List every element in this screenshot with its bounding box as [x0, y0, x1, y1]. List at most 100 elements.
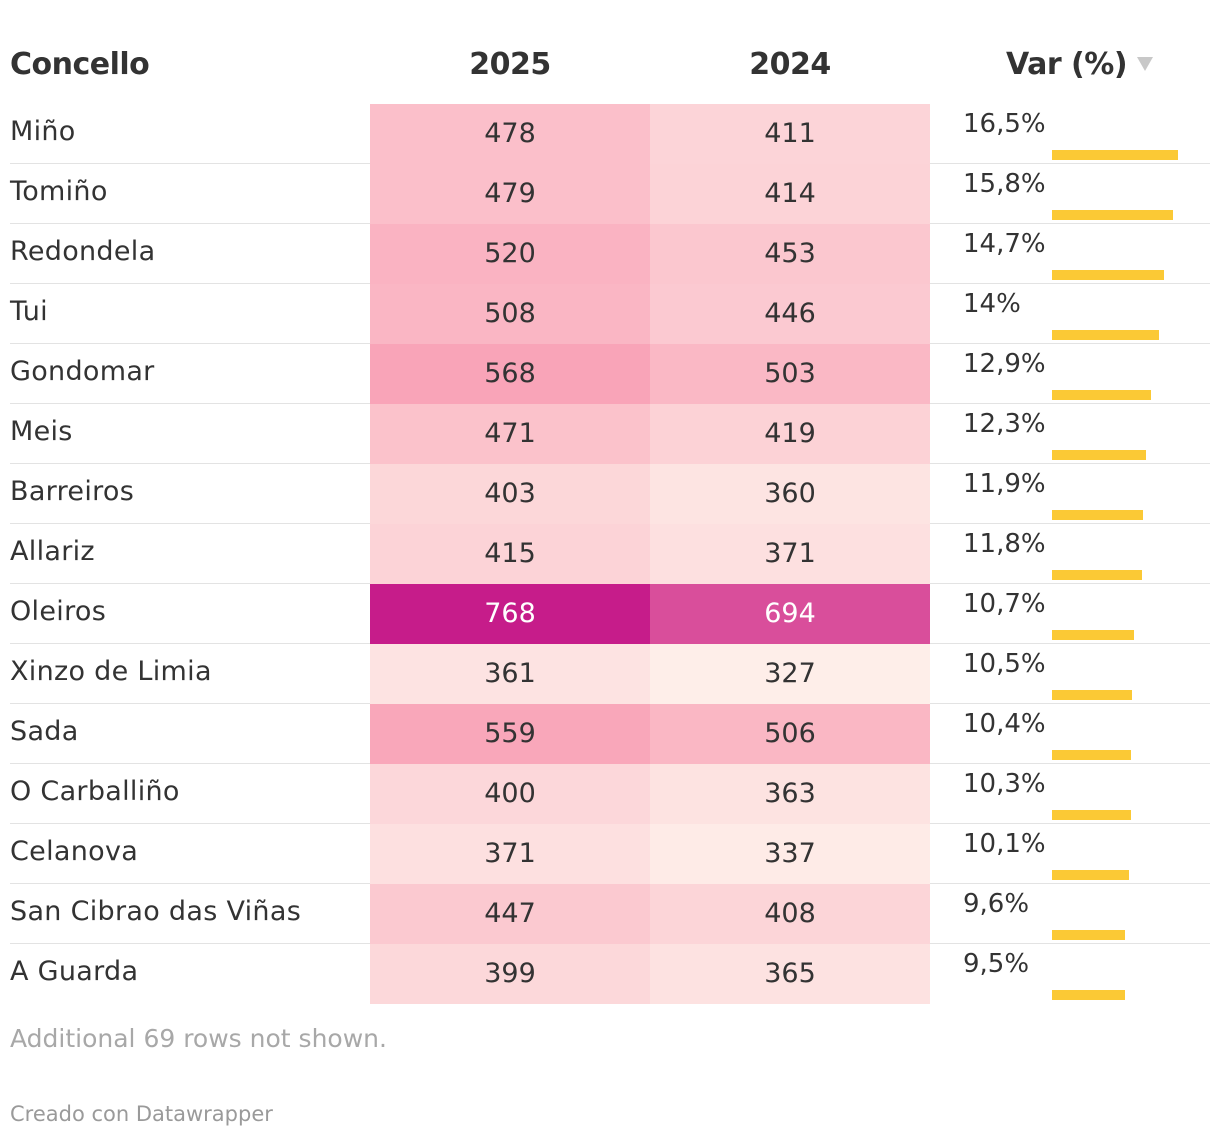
column-header-var[interactable]: Var (%): [1006, 47, 1154, 82]
table-row: Celanova 371 337 10,1%: [10, 824, 1210, 884]
var-label: 16,5%: [963, 109, 1046, 139]
row-name: O Carballiño: [10, 776, 180, 807]
var-label: 15,8%: [963, 169, 1046, 199]
table-row: Barreiros 403 360 11,9%: [10, 464, 1210, 524]
var-label: 12,3%: [963, 409, 1046, 439]
row-name: Gondomar: [10, 356, 155, 387]
var-label: 9,5%: [963, 949, 1030, 979]
row-name: Xinzo de Limia: [10, 656, 212, 687]
heat-cell-2025: 403: [370, 464, 650, 524]
row-name: Sada: [10, 716, 79, 747]
table-row: A Guarda 399 365 9,5%: [10, 944, 1210, 1004]
var-bar: [1052, 930, 1125, 940]
row-name: Miño: [10, 116, 76, 147]
column-header-2024[interactable]: 2024: [749, 47, 831, 82]
var-label: 10,3%: [963, 769, 1046, 799]
heat-cell-2024: 363: [650, 764, 930, 824]
var-label: 10,1%: [963, 829, 1046, 859]
heat-cell-2024: 327: [650, 644, 930, 704]
row-name: A Guarda: [10, 956, 139, 987]
heat-cell-2025: 399: [370, 944, 650, 1004]
heat-cell-2025: 400: [370, 764, 650, 824]
table-row: O Carballiño 400 363 10,3%: [10, 764, 1210, 824]
var-label: 11,9%: [963, 469, 1046, 499]
heat-cell-2024: 411: [650, 104, 930, 164]
heat-cell-2024: 453: [650, 224, 930, 284]
heat-cell-2024: 694: [650, 584, 930, 644]
var-bar: [1052, 630, 1134, 640]
var-bar: [1052, 270, 1164, 280]
heat-cell-2025: 471: [370, 404, 650, 464]
heat-cell-2024: 337: [650, 824, 930, 884]
table-row: Sada 559 506 10,4%: [10, 704, 1210, 764]
table-row: Gondomar 568 503 12,9%: [10, 344, 1210, 404]
heat-cell-2025: 568: [370, 344, 650, 404]
heat-cell-2025: 508: [370, 284, 650, 344]
heat-cell-2024: 419: [650, 404, 930, 464]
heat-cell-2024: 408: [650, 884, 930, 944]
var-bar: [1052, 210, 1173, 220]
heat-cell-2024: 371: [650, 524, 930, 584]
var-label: 12,9%: [963, 349, 1046, 379]
var-bar: [1052, 570, 1142, 580]
row-name: Meis: [10, 416, 73, 447]
heat-cell-2025: 371: [370, 824, 650, 884]
var-bar: [1052, 870, 1129, 880]
row-name: Celanova: [10, 836, 139, 867]
var-bar: [1052, 810, 1131, 820]
var-bar: [1052, 390, 1151, 400]
var-bar: [1052, 450, 1146, 460]
table-row: Tui 508 446 14%: [10, 284, 1210, 344]
table-row: Xinzo de Limia 361 327 10,5%: [10, 644, 1210, 704]
var-label: 11,8%: [963, 529, 1046, 559]
column-header-var-label: Var (%): [1006, 47, 1128, 82]
row-name: Oleiros: [10, 596, 107, 627]
column-header-2025[interactable]: 2025: [469, 47, 551, 82]
sort-descending-icon[interactable]: [1137, 56, 1154, 71]
row-name: Barreiros: [10, 476, 135, 507]
table-row: Redondela 520 453 14,7%: [10, 224, 1210, 284]
table-row: Allariz 415 371 11,8%: [10, 524, 1210, 584]
data-table: Concello 2025 2024 Var (%) Miño 478 411 16,…: [10, 0, 1210, 1004]
table-row: Oleiros 768 694 10,7%: [10, 584, 1210, 644]
row-name: Tui: [10, 296, 48, 327]
var-bar: [1052, 750, 1131, 760]
heat-cell-2024: 446: [650, 284, 930, 344]
heat-cell-2025: 559: [370, 704, 650, 764]
heat-cell-2025: 520: [370, 224, 650, 284]
var-label: 10,4%: [963, 709, 1046, 739]
column-header-concello[interactable]: Concello: [10, 47, 150, 82]
table-row: Miño 478 411 16,5%: [10, 104, 1210, 164]
var-label: 9,6%: [963, 889, 1030, 919]
row-name: San Cibrao das Viñas: [10, 896, 302, 927]
heat-cell-2025: 361: [370, 644, 650, 704]
heat-cell-2024: 414: [650, 164, 930, 224]
var-bar: [1052, 150, 1178, 160]
heat-cell-2025: 447: [370, 884, 650, 944]
heat-cell-2024: 503: [650, 344, 930, 404]
var-label: 14,7%: [963, 229, 1046, 259]
table-body: Miño 478 411 16,5% Tomiño 479 414 15,8% Redondel…: [10, 104, 1210, 1004]
heat-cell-2024: 506: [650, 704, 930, 764]
row-name: Allariz: [10, 536, 95, 567]
rows-not-shown-note: Additional 69 rows not shown.: [10, 1024, 387, 1053]
row-name: Tomiño: [10, 176, 108, 207]
heat-cell-2025: 479: [370, 164, 650, 224]
heat-cell-2024: 360: [650, 464, 930, 524]
table-row: Meis 471 419 12,3%: [10, 404, 1210, 464]
var-label: 10,7%: [963, 589, 1046, 619]
heat-cell-2024: 365: [650, 944, 930, 1004]
var-bar: [1052, 510, 1143, 520]
datawrapper-credit: Creado con Datawrapper: [10, 1102, 273, 1126]
var-bar: [1052, 990, 1125, 1000]
heat-cell-2025: 768: [370, 584, 650, 644]
table-row: San Cibrao das Viñas 447 408 9,6%: [10, 884, 1210, 944]
var-bar: [1052, 330, 1159, 340]
table-header: Concello 2025 2024 Var (%): [10, 0, 1210, 104]
heat-cell-2025: 478: [370, 104, 650, 164]
var-label: 14%: [963, 289, 1021, 319]
row-name: Redondela: [10, 236, 156, 267]
heat-cell-2025: 415: [370, 524, 650, 584]
table-row: Tomiño 479 414 15,8%: [10, 164, 1210, 224]
var-bar: [1052, 690, 1132, 700]
